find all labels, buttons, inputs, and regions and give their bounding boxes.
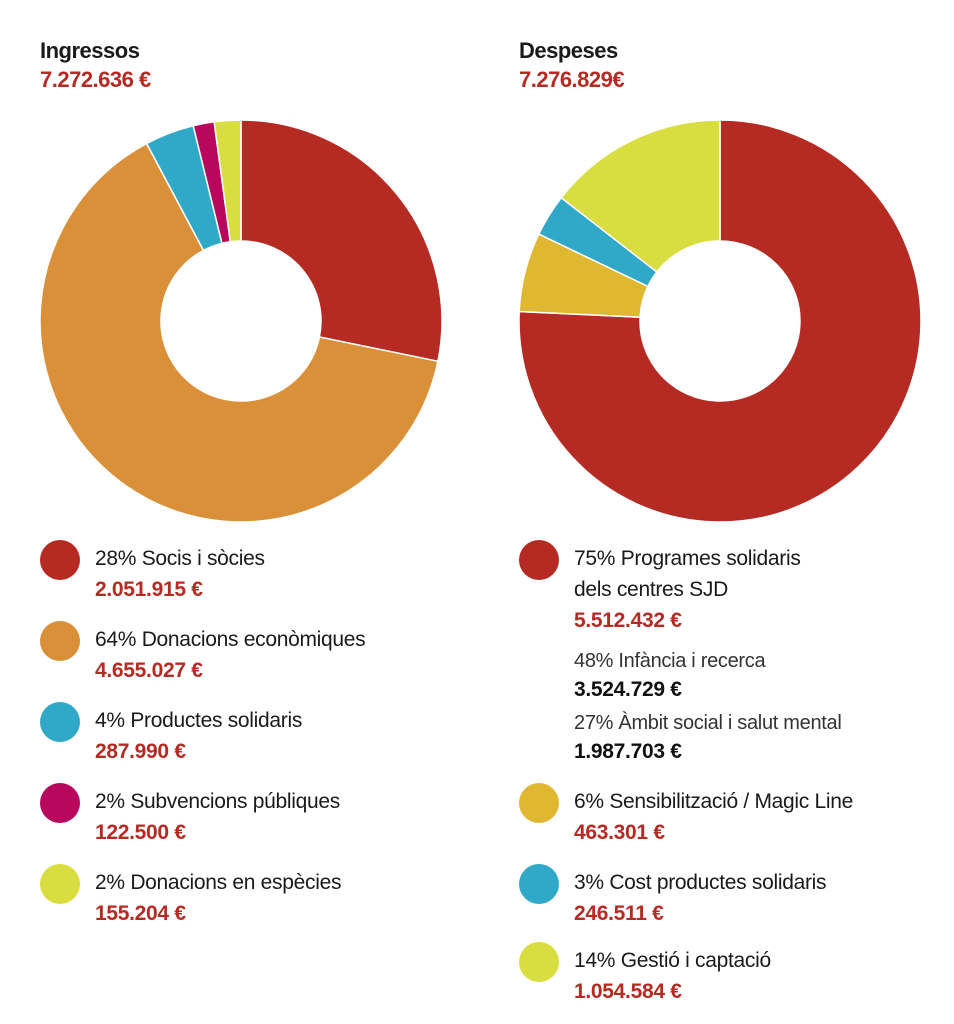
legend-label: 2% Donacions en espècies [95,871,342,894]
legend-label: 64% Donacions econòmiques [95,628,366,651]
legend-amount: 463.301 € [574,821,665,844]
chart-total: 7.272.636 € [40,67,151,92]
legend-label: 28% Socis i sòcies [95,547,265,570]
breakdown-amount: 3.524.729 € [574,678,682,701]
legend-label: 6% Sensibilització / Magic Line [574,790,854,813]
chart-total: 7.276.829€ [519,67,625,92]
chart-title: Ingressos [40,38,140,63]
legend-swatch [40,540,80,580]
legend-label: 2% Subvencions públiques [95,790,341,813]
legend-swatch [40,864,80,904]
legend-amount: 5.512.432 € [574,609,682,632]
expenses-donut-chart [518,119,922,523]
breakdown-amount: 1.987.703 € [574,740,682,763]
pie-slice [213,119,242,243]
expenses-panel: Despeses 7.276.829€ 75% Programes solida… [479,0,922,1024]
legend-swatch [519,540,559,580]
legend-swatch [519,942,559,982]
legend-amount: 4.655.027 € [95,659,203,682]
pie-slice [518,119,922,523]
legend-amount: 287.990 € [95,740,186,763]
legend-swatch [519,783,559,823]
income-donut-chart [39,119,443,523]
legend-label: 4% Productes solidaris [95,709,303,732]
breakdown-label: 27% Àmbit social i salut mental [574,712,842,734]
legend-swatch [40,702,80,742]
pie-slice [240,119,443,363]
legend-swatch [519,864,559,904]
pie-slice [39,142,439,523]
legend-amount: 2.051.915 € [95,578,203,601]
pie-slice [560,119,721,273]
legend-swatch [40,783,80,823]
legend-amount: 122.500 € [95,821,186,844]
legend-swatch [40,621,80,661]
legend-amount: 1.054.584 € [574,980,682,1003]
legend-label: 3% Cost productes solidaris [574,871,827,894]
legend-amount: 246.511 € [574,902,664,925]
legend-label-line2: dels centres SJD [574,578,728,601]
chart-title: Despeses [519,38,618,63]
legend-amount: 155.204 € [95,902,186,925]
income-panel: Ingressos 7.272.636 € 28% Socis i sòcies… [0,0,443,1024]
legend-label: 75% Programes solidaris [574,547,801,570]
legend-label: 14% Gestió i captació [574,949,771,972]
breakdown-label: 48% Infància i recerca [574,650,766,672]
